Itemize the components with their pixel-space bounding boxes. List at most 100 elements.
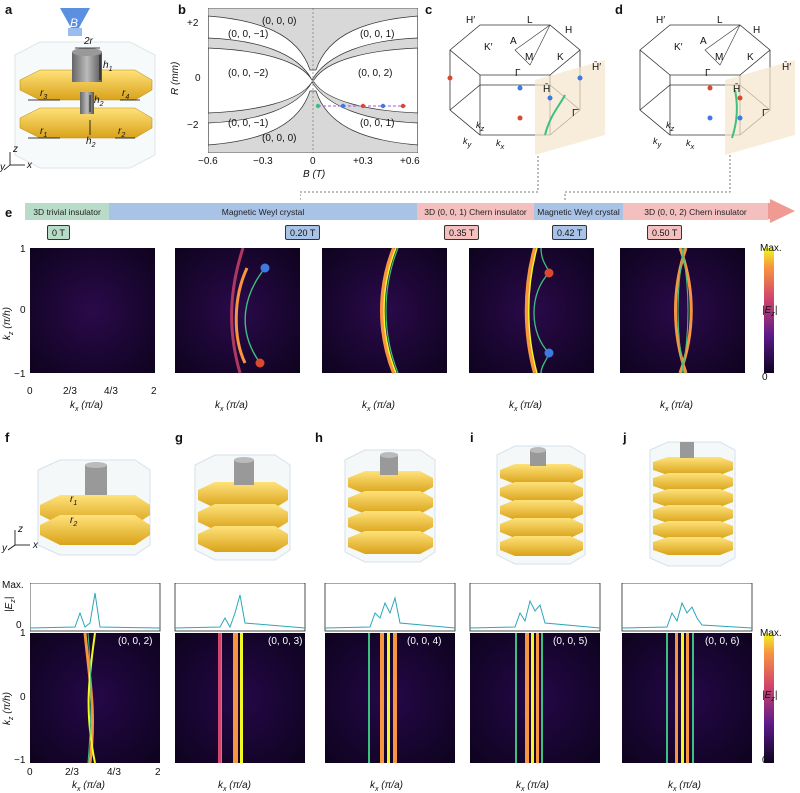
d-label-7: Γ: [705, 68, 711, 79]
d-label-9: H̄: [733, 84, 741, 95]
e0-xt2: 4/3: [104, 386, 118, 397]
e-map-4: [620, 248, 745, 374]
c-ky: ky: [463, 136, 472, 149]
b1-xlabel: kx (π/a): [218, 780, 251, 793]
e-map-0: [30, 248, 155, 373]
label-h2: h2: [94, 95, 104, 108]
stack-i: [496, 445, 586, 565]
bottom-ylabel-top: |Ez|: [4, 596, 17, 612]
d-label-6: K: [747, 52, 754, 63]
field-tag-3: 0.35 T: [444, 225, 480, 240]
phase-segment-4: Magnetic Weyl crystal: [534, 203, 623, 220]
b0-xt0: 0: [27, 767, 33, 778]
phase-segment-3: 3D (0, 0, 1) Chern insulator: [417, 203, 534, 220]
bottom-map-1: [175, 633, 305, 763]
axis-x: x: [27, 160, 32, 171]
e0-xt1: 2/3: [63, 386, 77, 397]
field-tag-5: 0.50 T: [647, 225, 683, 240]
chern-0: (0, 0, 2): [118, 636, 153, 647]
bottom-charts: [30, 583, 774, 764]
c-label-4: K′: [484, 42, 493, 53]
region-3: (0, 0, 1): [360, 29, 395, 40]
f-r1: r1: [70, 494, 78, 507]
label-r1: r1: [40, 126, 48, 139]
stack-f: [37, 459, 151, 556]
b0-xlabel: kx (π/a): [72, 780, 105, 793]
d-label-1: L: [717, 15, 723, 26]
profile-1: [174, 583, 306, 632]
f-axis-y: y: [2, 543, 7, 554]
b-xtick-1: −0.6: [198, 156, 218, 167]
c-label-6: K: [557, 52, 564, 63]
phase-segment-2: Magnetic Weyl crystal: [109, 203, 417, 220]
field-tag-4: 0.42 T: [552, 225, 588, 240]
c-label-0: H′: [466, 15, 476, 26]
region-7: (0, 0, 1): [360, 118, 395, 129]
region-2: (0, 0, −1): [228, 29, 269, 40]
e0-xlabel: kx (π/a): [70, 400, 103, 413]
region-5: (0, 0, 2): [358, 68, 393, 79]
b-ytick-3: −2: [187, 120, 199, 131]
b0-xt3: 2: [155, 767, 161, 778]
profile-2: [324, 583, 456, 632]
d-kx: kx: [686, 138, 695, 151]
e1-xlabel: kx (π/a): [215, 400, 248, 413]
panel-a-figure: [3, 8, 156, 171]
c-label-9: H̄: [543, 84, 551, 95]
bottom-max: Max.: [2, 580, 24, 591]
bottom-map-2: [325, 633, 455, 763]
label-h2b: h2: [86, 136, 96, 149]
connectors: [300, 155, 731, 200]
d-label-4: K′: [674, 42, 683, 53]
panel-label-f: f: [5, 430, 10, 445]
b3-xlabel: kx (π/a): [516, 780, 549, 793]
b-xtick-3: 0: [310, 156, 316, 167]
e-heatmaps: [30, 248, 774, 374]
e0-xt0: 0: [27, 386, 33, 397]
chern-1: (0, 0, 3): [268, 636, 303, 647]
profile-4: [621, 583, 753, 632]
phase-segment-1: 3D trivial insulator: [25, 203, 109, 220]
b-xtick-4: +0.3: [353, 156, 373, 167]
axis-y: y: [0, 162, 5, 173]
c-label-5: M: [525, 52, 534, 63]
e4-xlabel: kx (π/a): [660, 400, 693, 413]
b-xtick-2: −0.3: [253, 156, 273, 167]
field-tag-1: 0 T: [47, 225, 70, 240]
b-ylabel: R (mm): [170, 61, 181, 95]
stack-structures: [7, 441, 736, 567]
panel-label-b: b: [178, 2, 186, 17]
e-map-1: [175, 248, 300, 374]
panel-label-c: c: [425, 2, 433, 17]
e-ytick-2: 0: [20, 305, 26, 316]
bottom-cb-min: 0: [762, 755, 768, 766]
e3-xlabel: kx (π/a): [509, 400, 542, 413]
chern-3: (0, 0, 5): [553, 636, 588, 647]
c-label-1: L: [527, 15, 533, 26]
label-2r: 2r: [84, 36, 93, 47]
bottom-cb-max: Max.: [760, 628, 782, 639]
panel-label-i: i: [470, 430, 474, 445]
d-ky: ky: [653, 136, 662, 149]
b0-xt1: 2/3: [65, 767, 79, 778]
b-xtick-5: +0.6: [400, 156, 420, 167]
bottom-cb-label: |Ez|: [762, 690, 778, 703]
f-r2: r2: [70, 515, 78, 528]
label-r3: r3: [40, 88, 48, 101]
profile-0: [30, 583, 161, 632]
region-6: (0, 0, −1): [228, 118, 269, 129]
e-ytick-3: −1: [14, 369, 26, 380]
b2-xlabel: kx (π/a): [370, 780, 403, 793]
field-label: B: [70, 16, 79, 30]
e-cb-label: |Ez|: [762, 305, 778, 318]
e0-xt3: 2: [151, 386, 157, 397]
chern-4: (0, 0, 6): [705, 636, 740, 647]
b-ytick-2: 0: [195, 73, 201, 84]
label-r2: r2: [118, 126, 126, 139]
region-8: (0, 0, 0): [262, 133, 297, 144]
stack-g: [194, 454, 291, 561]
d-label-8: H̄′: [782, 62, 792, 73]
e-cb-min: 0: [762, 372, 768, 383]
b4-xlabel: kx (π/a): [668, 780, 701, 793]
stack-j: [649, 441, 736, 567]
